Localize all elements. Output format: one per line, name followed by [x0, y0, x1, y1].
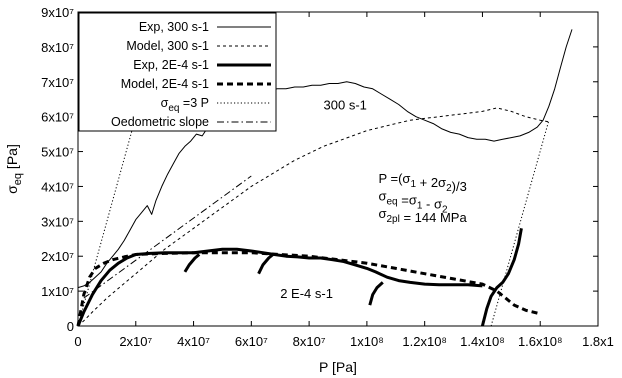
- y-tick-label: 0: [67, 319, 74, 334]
- y-tick-label: 1x10⁷: [41, 284, 74, 299]
- x-tick-label: 8x10⁷: [293, 334, 326, 349]
- series-line-exp-2e-4-s-1: [257, 253, 274, 275]
- annotation-text: σeq =σ1 - σ2: [378, 188, 448, 215]
- annotation-text: 300 s-1: [324, 98, 367, 113]
- legend-box: [78, 12, 277, 132]
- x-tick-label: 4x10⁷: [177, 334, 210, 349]
- legend-label: Oedometric slope: [111, 115, 209, 129]
- legend-label: Model, 2E-4 s-1: [121, 77, 209, 91]
- y-tick-label: 5x10⁷: [41, 145, 74, 160]
- x-tick-label: 1.8x1: [582, 334, 614, 349]
- annotation-text: σ2pl = 144 MPa: [378, 206, 467, 225]
- x-tick-label: 2x10⁷: [119, 334, 152, 349]
- x-tick-label: 0: [74, 334, 81, 349]
- y-axis-ticks: 0 1x10⁷ 2x10⁷ 3x10⁷ 4x10⁷ 5x10⁷ 6x10⁷ 7x10⁷ 8x10…: [41, 5, 598, 334]
- series-line-exp-300-s-1: [77, 29, 573, 289]
- x-tick-label: 1.6x10⁸: [518, 334, 563, 349]
- x-axis-label: P [Pa]: [319, 359, 357, 375]
- legend: Exp, 300 s-1 Model, 300 s-1 Exp, 2E-4 s-1 M…: [78, 12, 277, 132]
- legend-label: Exp, 300 s-1: [139, 20, 209, 34]
- series-line-oedometric-slope: [83, 175, 252, 299]
- y-tick-label: 2x10⁷: [41, 249, 74, 264]
- annotation-text: P =(σ1 + 2σ2)/3: [378, 171, 466, 194]
- legend-label: σeq =3 P: [161, 96, 209, 114]
- annotation-text: 2 E-4 s-1: [280, 286, 333, 301]
- y-tick-label: 9x10⁷: [41, 5, 74, 20]
- x-tick-label: 1x10⁸: [350, 334, 384, 349]
- x-axis-ticks: 0 2x10⁷ 4x10⁷ 6x10⁷ 8x10⁷ 1x10⁸ 1.2x10⁸ 1.4x10⁸…: [74, 12, 614, 349]
- series-line-exp-2e-4-s-1: [480, 228, 523, 327]
- y-tick-label: 7x10⁷: [41, 75, 74, 90]
- legend-label: Model, 300 s-1: [126, 39, 209, 53]
- y-tick-label: 3x10⁷: [41, 214, 74, 229]
- y-tick-label: 6x10⁷: [41, 110, 74, 125]
- series-line-exp-2e-4-s-1: [368, 281, 384, 306]
- series-line-model-300-s-1: [77, 107, 549, 327]
- plot-frame: [77, 11, 599, 327]
- legend-label: Exp, 2E-4 s-1: [133, 58, 209, 72]
- x-tick-label: 1.2x10⁸: [402, 334, 447, 349]
- y-tick-label: 8x10⁷: [41, 40, 74, 55]
- series-line-exp-2e-4-s-1: [183, 253, 201, 273]
- y-tick-label: 4x10⁷: [41, 179, 74, 194]
- y-axis-label: σeq [Pa]: [4, 144, 24, 194]
- series-line-model-2e-4-s-1: [76, 251, 541, 327]
- x-tick-label: 1.4x10⁸: [460, 334, 505, 349]
- x-tick-label: 6x10⁷: [235, 334, 268, 349]
